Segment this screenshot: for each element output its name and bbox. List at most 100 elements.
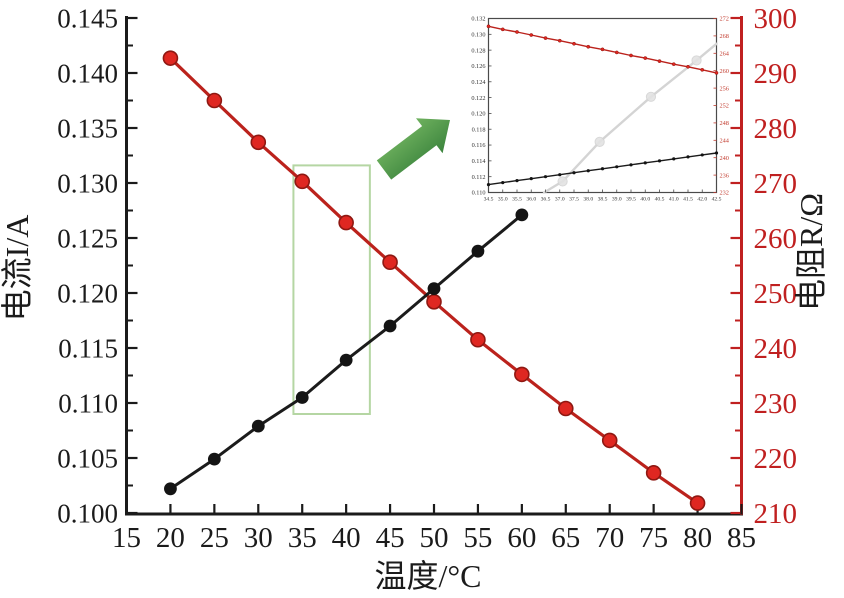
zoom-arrow-icon: [376, 118, 450, 180]
current-data-point: [471, 244, 485, 258]
inset-left-tick-label: 0.132: [471, 16, 485, 23]
inset-left-tick-label: 0.124: [471, 79, 486, 86]
current-data-point: [251, 419, 265, 433]
right-axis-tick-label: 230: [754, 388, 798, 420]
x-axis-tick-label: 40: [332, 522, 361, 554]
resistance-data-point: [338, 214, 354, 231]
inset-x-tick-label: 36.5: [541, 197, 551, 203]
inset-left-tick-label: 0.122: [471, 95, 485, 102]
inset-current-data-point: [501, 181, 505, 185]
inset-right-tick-label: 256: [720, 85, 729, 92]
resistance-data-point: [645, 465, 662, 481]
inset-resistance-data-point: [486, 24, 491, 29]
x-axis-tick-label: 25: [200, 522, 229, 554]
right-axis-tick-label: 260: [754, 223, 798, 255]
resistance-data-point: [382, 254, 398, 271]
highlight-region-box: [292, 164, 371, 415]
left-axis-tick-label: 0.145: [57, 4, 118, 34]
inset-x-tick-label: 34.5: [484, 197, 494, 203]
inset-current-data-point: [629, 163, 633, 167]
inset-current-data-point: [643, 161, 647, 165]
inset-x-tick-label: 42.5: [712, 197, 722, 203]
inset-current-data-point: [615, 165, 619, 169]
inset-right-tick-label: 248: [720, 120, 729, 127]
right-axis-tick-label: 210: [754, 498, 798, 530]
left-axis-tick-label: 0.135: [57, 114, 118, 144]
x-axis-tick-label: 50: [420, 522, 449, 554]
x-axis-tick-label: 75: [639, 522, 668, 554]
current-line: [168, 213, 524, 491]
inset-current-data-point: [600, 167, 605, 171]
inset-resistance-data-point: [600, 47, 605, 52]
inset-current-data-point: [486, 182, 491, 187]
x-axis-tick-label: 15: [112, 522, 141, 554]
inset-right-tick-label: 252: [720, 103, 729, 110]
inset-x-tick-label: 38.0: [583, 197, 593, 203]
inset-current-data-point: [543, 175, 548, 179]
current-data-point: [383, 319, 397, 333]
inset-resistance-data-point: [500, 27, 505, 32]
right-axis-tick-label: 240: [754, 333, 798, 365]
resistance-data-point: [689, 495, 706, 511]
inset-left-tick-label: 0.130: [471, 32, 485, 39]
inset-x-tick-label: 40.0: [640, 197, 650, 203]
resistance-data-point: [514, 366, 530, 383]
x-axis-tick-label: 70: [595, 522, 624, 554]
inset-current-data-point: [572, 171, 576, 175]
right-axis-tick-label: 300: [754, 3, 798, 35]
x-axis-tick-label: 60: [507, 522, 536, 554]
inset-x-tick-label: 40.5: [655, 197, 665, 203]
right-axis-title: 电阻R/Ω: [793, 193, 829, 311]
x-axis-title: 温度/°C: [374, 558, 481, 594]
inset-right-tick-label: 232: [720, 190, 729, 197]
right-axis-tick-label: 270: [754, 168, 798, 200]
left-axis-tick-label: 0.105: [57, 444, 118, 474]
left-axis-tick-label: 0.140: [57, 59, 118, 89]
inset-left-tick-label: 0.110: [472, 190, 486, 197]
left-axis-tick-label: 0.100: [57, 499, 118, 529]
inset-current-data-point: [558, 173, 562, 177]
inset-resistance-data-point: [686, 64, 690, 69]
x-axis-tick-label: 65: [551, 522, 580, 554]
inset-left-tick-label: 0.118: [472, 126, 486, 133]
resistance-data-point: [470, 331, 486, 348]
inset-current-data-point: [529, 177, 533, 181]
left-axis-tick-label: 0.110: [58, 389, 118, 419]
resistance-data-point: [206, 92, 223, 109]
resistance-data-point: [426, 293, 442, 310]
inset-current-data-point: [700, 153, 704, 157]
inset-gray-data-point: [594, 136, 605, 147]
x-axis-tick-label: 35: [288, 522, 317, 554]
current-data-point: [295, 391, 309, 404]
inset-current-data-point: [686, 155, 690, 159]
inset-current-data-point: [515, 179, 519, 183]
left-axis-title: 电流I/A: [0, 215, 35, 322]
inset-resistance-data-point: [614, 50, 619, 55]
inset-x-tick-label: 35.5: [512, 197, 522, 203]
inset-resistance-data-point: [572, 41, 576, 46]
inset-resistance-data-point: [586, 44, 591, 49]
inset-resistance-data-point: [629, 53, 633, 58]
current-data-point: [207, 452, 221, 466]
inset-right-tick-label: 272: [720, 16, 729, 23]
inset-resistance-data-point: [529, 33, 534, 37]
right-axis-tick-label: 250: [754, 278, 798, 310]
inset-right-tick-label: 244: [720, 138, 730, 145]
current-data-point: [515, 208, 529, 222]
inset-left-tick-label: 0.120: [471, 111, 485, 118]
inset-x-tick-label: 39.0: [612, 197, 622, 203]
resistance-data-point: [557, 400, 574, 417]
left-axis-tick-label: 0.125: [57, 224, 118, 254]
right-axis-tick-label: 290: [754, 58, 798, 90]
inset-resistance-data-point: [643, 56, 648, 60]
right-axis-tick-label: 280: [754, 113, 798, 145]
inset-current-data-point: [714, 151, 719, 155]
x-axis-tick-label: 45: [376, 522, 405, 554]
left-axis-tick-label: 0.115: [58, 334, 118, 364]
inset-current-data-point: [672, 157, 676, 161]
x-axis-tick-label: 55: [463, 522, 492, 554]
inset-current-data-point: [657, 159, 662, 163]
inset-resistance-data-point: [543, 36, 548, 40]
inset-x-tick-label: 41.0: [669, 197, 679, 203]
